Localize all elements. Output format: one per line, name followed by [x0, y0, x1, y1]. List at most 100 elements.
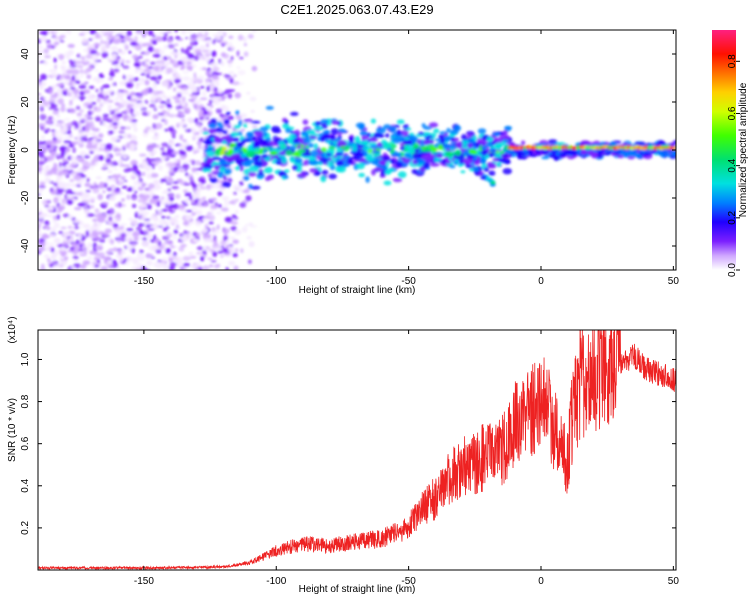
noise-blob	[88, 162, 96, 166]
signal-blob	[643, 152, 652, 156]
signal-blob	[417, 159, 426, 164]
noise-blob	[86, 177, 90, 183]
signal-blob	[284, 175, 289, 179]
noise-blob	[217, 131, 223, 137]
noise-blob	[96, 138, 103, 143]
colorbar-tick-label: 0.6	[727, 106, 738, 120]
noise-blob	[240, 128, 245, 132]
noise-blob	[217, 191, 223, 197]
noise-blob	[116, 113, 123, 118]
signal-blob	[235, 110, 240, 116]
noise-blob	[182, 70, 189, 74]
noise-blob	[54, 64, 58, 70]
signal-blob	[221, 146, 228, 152]
noise-blob	[107, 104, 113, 108]
noise-blob	[176, 178, 183, 183]
noise-blob	[90, 49, 98, 55]
noise-blob	[119, 35, 126, 40]
noise-blob	[190, 126, 196, 131]
signal-blob	[508, 142, 516, 147]
signal-blob	[208, 128, 218, 134]
noise-blob	[225, 239, 230, 244]
noise-blob	[168, 254, 176, 259]
signal-blob	[474, 160, 480, 166]
noise-blob	[207, 238, 212, 242]
noise-blob	[121, 198, 125, 202]
noise-blob	[60, 145, 66, 151]
noise-blob	[166, 240, 171, 244]
noise-blob	[114, 203, 120, 208]
noise-blob	[192, 147, 199, 152]
noise-blob	[69, 86, 76, 91]
signal-blob	[284, 119, 289, 125]
noise-blob	[182, 163, 187, 168]
noise-blob	[159, 147, 165, 151]
noise-blob	[149, 103, 156, 108]
noise-blob	[134, 44, 142, 51]
noise-blob	[43, 248, 52, 251]
noise-blob	[222, 227, 230, 234]
noise-blob	[228, 41, 232, 46]
noise-blob	[233, 265, 239, 270]
noise-blob	[107, 162, 113, 166]
noise-blob	[51, 247, 55, 253]
noise-blob	[78, 84, 87, 89]
signal-blob	[235, 158, 240, 164]
noise-blob	[232, 74, 237, 77]
noise-blob	[157, 211, 163, 216]
noise-blob	[63, 231, 71, 237]
noise-blob	[65, 152, 69, 157]
signal-blob	[351, 142, 358, 150]
signal-blob	[238, 149, 244, 156]
noise-blob	[142, 171, 146, 177]
noise-blob	[175, 36, 181, 40]
noise-blob	[131, 54, 138, 59]
noise-blob	[73, 175, 82, 181]
noise-blob	[38, 185, 46, 189]
noise-blob	[93, 256, 99, 261]
noise-blob	[181, 30, 187, 36]
noise-blob	[147, 228, 155, 232]
snr-y-label: SNR (10 * v/v)	[7, 398, 18, 462]
signal-blob	[292, 164, 298, 171]
noise-blob	[79, 150, 87, 156]
noise-blob	[101, 101, 109, 105]
noise-blob	[95, 88, 99, 93]
noise-blob	[161, 215, 166, 219]
signal-blob	[243, 118, 253, 123]
noise-blob	[243, 51, 249, 57]
noise-blob	[85, 30, 90, 35]
noise-blob	[39, 182, 46, 185]
noise-blob	[77, 232, 81, 236]
noise-blob	[90, 54, 99, 61]
noise-blob	[215, 36, 222, 41]
noise-blob	[228, 35, 234, 39]
noise-blob	[163, 44, 168, 50]
noise-blob	[131, 118, 138, 123]
noise-blob	[44, 166, 50, 172]
noise-blob	[112, 259, 117, 265]
noise-blob	[152, 149, 157, 155]
noise-blob	[230, 46, 235, 50]
noise-blob	[189, 118, 194, 123]
noise-blob	[231, 81, 240, 86]
signal-blob	[348, 136, 354, 143]
noise-blob	[193, 55, 200, 61]
signal-blob	[477, 128, 487, 135]
noise-blob	[196, 232, 201, 238]
noise-blob	[166, 30, 172, 34]
snr-x-ticks: -150 -100 -50 0 50	[134, 330, 679, 587]
noise-blob	[53, 196, 59, 204]
signal-blob	[433, 128, 440, 134]
noise-blob	[126, 104, 131, 109]
signal-blob	[503, 153, 508, 158]
signal-blob	[219, 158, 227, 166]
noise-blob	[193, 46, 199, 50]
noise-blob	[38, 122, 46, 127]
signal-blob	[461, 134, 467, 141]
x-tick-label: 50	[668, 276, 680, 287]
noise-blob	[185, 65, 194, 69]
noise-blob	[123, 179, 128, 183]
noise-blob	[90, 235, 99, 240]
x-tick-label: -100	[266, 276, 286, 287]
